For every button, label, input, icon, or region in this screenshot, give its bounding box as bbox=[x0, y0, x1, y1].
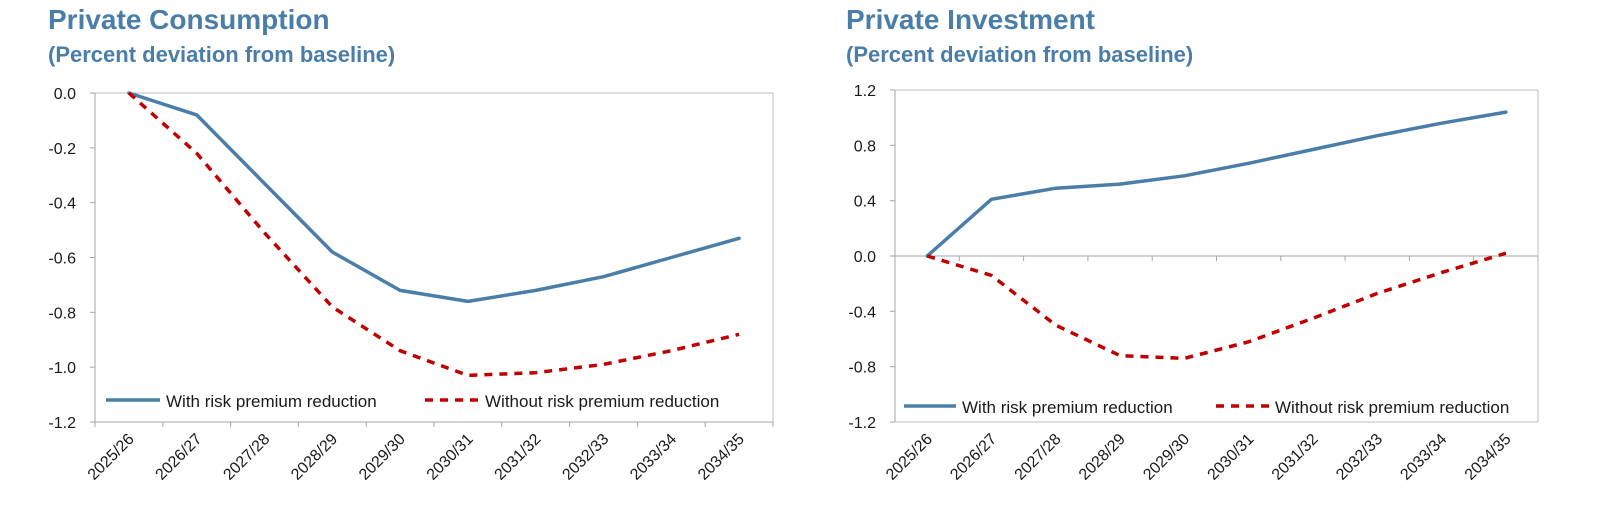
x-tick-label: 2025/26 bbox=[883, 431, 936, 484]
y-tick-label: -1.2 bbox=[48, 415, 76, 432]
series-with-risk-premium-reduction bbox=[127, 91, 741, 304]
private-consumption-chart: 0.0 -0.2 -0.4 -0.6 -0.8 -1.0 -1.2 2025/26 2026/2… bbox=[48, 86, 774, 484]
y-tick-label: -0.4 bbox=[48, 196, 76, 213]
legend-label: With risk premium reduction bbox=[166, 392, 377, 411]
legend-label: Without risk premium reduction bbox=[485, 392, 719, 411]
y-tick-label: -0.2 bbox=[48, 141, 76, 158]
x-tick-label: 2026/27 bbox=[153, 431, 206, 484]
x-tick-label: 2034/35 bbox=[695, 431, 748, 484]
x-tick-label: 2034/35 bbox=[1462, 431, 1515, 484]
y-tick-label: 0.0 bbox=[54, 86, 76, 103]
chart-title: Private Consumption bbox=[48, 4, 330, 35]
y-tick-label: 0.8 bbox=[854, 138, 876, 155]
x-tick-label: 2033/34 bbox=[627, 431, 680, 484]
x-tick-label: 2029/30 bbox=[1140, 431, 1193, 484]
y-tick-label: -0.6 bbox=[48, 251, 76, 268]
legend-label: Without risk premium reduction bbox=[1275, 398, 1509, 417]
chart-subtitle: (Percent deviation from baseline) bbox=[846, 42, 1194, 67]
y-tick-label: 1.2 bbox=[854, 83, 876, 100]
y-tick-label: -1.2 bbox=[848, 415, 876, 432]
y-tick-label: -0.8 bbox=[848, 360, 876, 377]
x-tick-label: 2028/29 bbox=[1076, 431, 1129, 484]
private-consumption-panel: Private Consumption (Percent deviation f… bbox=[48, 4, 774, 484]
x-tick-label: 2032/33 bbox=[1333, 431, 1386, 484]
x-tick-label: 2029/30 bbox=[356, 431, 409, 484]
x-tick-label: 2028/29 bbox=[288, 431, 341, 484]
x-tick-label: 2031/32 bbox=[1269, 431, 1322, 484]
y-tick-label: 0.4 bbox=[854, 194, 876, 211]
y-tick-label: -0.8 bbox=[48, 305, 76, 322]
x-tick-label: 2026/27 bbox=[947, 431, 1000, 484]
y-tick-label: -1.0 bbox=[48, 360, 76, 377]
x-tick-label: 2025/26 bbox=[85, 431, 138, 484]
series-with-risk-premium-reduction bbox=[925, 110, 1508, 258]
x-tick-label: 2033/34 bbox=[1397, 431, 1450, 484]
legend-label: With risk premium reduction bbox=[962, 398, 1173, 417]
x-tick-label: 2031/32 bbox=[492, 431, 545, 484]
x-tick-label: 2027/28 bbox=[220, 431, 273, 484]
series-without-risk-premium-reduction bbox=[127, 91, 740, 378]
chart-subtitle: (Percent deviation from baseline) bbox=[48, 42, 396, 67]
y-tick-label: -0.4 bbox=[848, 304, 876, 321]
x-tick-label: 2030/31 bbox=[424, 431, 477, 484]
series-without-risk-premium-reduction bbox=[926, 251, 1507, 361]
chart-title: Private Investment bbox=[846, 4, 1095, 35]
x-tick-label: 2032/33 bbox=[559, 431, 612, 484]
private-investment-panel: Private Investment (Percent deviation fr… bbox=[813, 0, 1600, 516]
x-tick-label: 2027/28 bbox=[1012, 431, 1065, 484]
x-tick-label: 2030/31 bbox=[1205, 431, 1258, 484]
y-tick-label: 0.0 bbox=[854, 249, 876, 266]
